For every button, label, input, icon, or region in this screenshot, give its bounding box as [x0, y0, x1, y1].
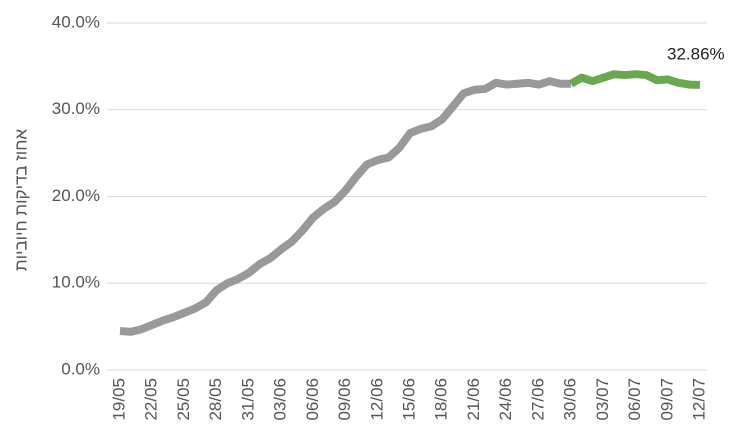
- x-tick-label: 09/06: [335, 378, 354, 421]
- y-tick-label: 0.0%: [61, 359, 100, 378]
- y-tick-label: 30.0%: [52, 99, 100, 118]
- x-tick-label: 24/06: [496, 378, 515, 421]
- x-tick-label: 28/05: [206, 378, 225, 421]
- x-tick-label: 21/06: [464, 378, 483, 421]
- x-tick-label: 12/06: [367, 378, 386, 421]
- y-tick-label: 20.0%: [52, 186, 100, 205]
- x-tick-label: 12/07: [689, 378, 708, 421]
- x-tick-label: 15/06: [399, 378, 418, 421]
- y-tick-label: 40.0%: [52, 12, 100, 31]
- x-tick-label: 03/06: [271, 378, 290, 421]
- x-tick-label: 06/07: [625, 378, 644, 421]
- x-tick-label: 22/05: [142, 378, 161, 421]
- x-tick-label: 09/07: [657, 378, 676, 421]
- y-axis-label: אחוז בדיקות חיוביות: [11, 129, 30, 272]
- x-tick-label: 25/05: [174, 378, 193, 421]
- line-series: [119, 77, 572, 336]
- x-tick-label: 27/06: [528, 378, 547, 421]
- line-series: [569, 70, 701, 89]
- data-label: 32.86%: [667, 44, 725, 63]
- x-tick-label: 03/07: [593, 378, 612, 421]
- x-tick-label: 19/05: [109, 378, 128, 421]
- x-tick-label: 18/06: [432, 378, 451, 421]
- x-tick-label: 31/05: [238, 378, 257, 421]
- x-tick-label: 30/06: [561, 378, 580, 421]
- y-tick-label: 10.0%: [52, 273, 100, 292]
- x-tick-label: 06/06: [303, 378, 322, 421]
